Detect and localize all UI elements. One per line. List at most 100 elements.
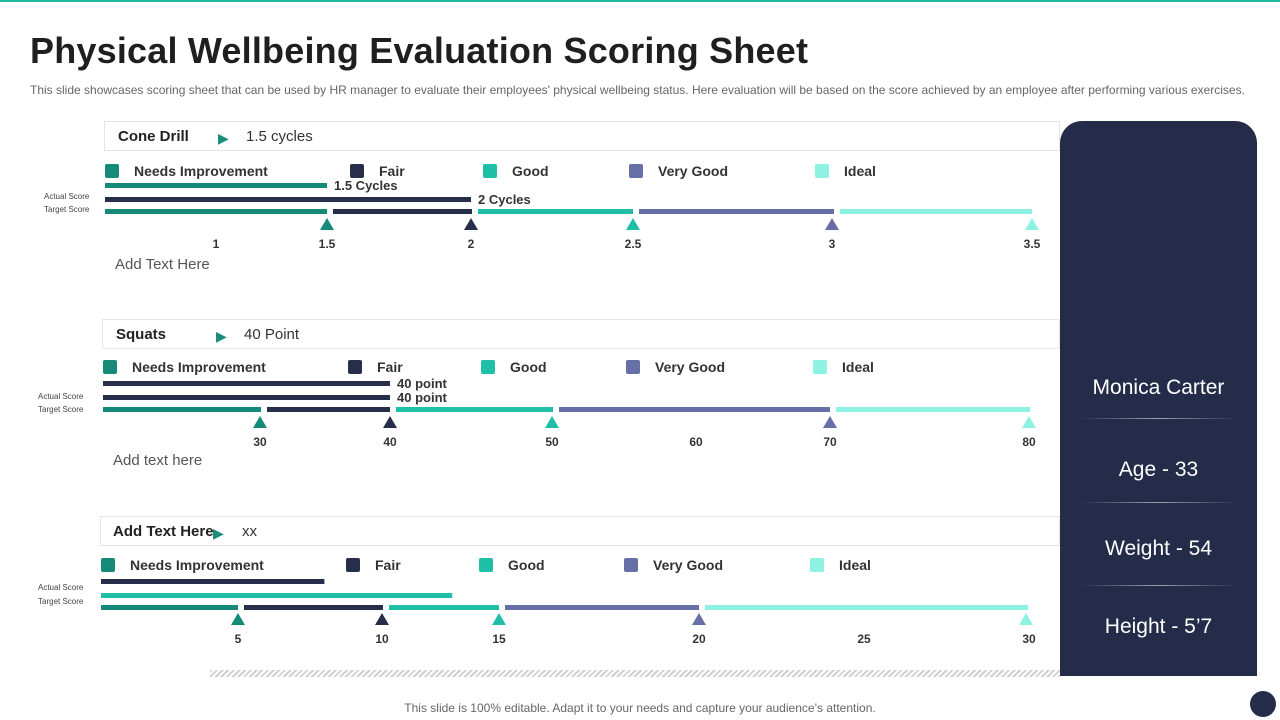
legend-good: Good: [481, 359, 547, 375]
employee-name: Monica Carter: [1092, 376, 1225, 399]
divider: [1078, 585, 1239, 586]
legend-swatch: [815, 164, 829, 178]
target-score-label: 40 point: [397, 390, 448, 405]
legend-label: Fair: [377, 359, 403, 375]
legend-swatch: [481, 360, 495, 374]
exercise-reading: xx: [242, 523, 257, 540]
tick-label: 10: [375, 632, 389, 646]
employee-profile-panel: Monica Carter Age - 33 Weight - 54 Heigh…: [1060, 121, 1257, 676]
legend-very-good: Very Good: [629, 163, 728, 179]
legend-swatch: [101, 558, 115, 572]
tick-label: 5: [235, 632, 242, 646]
tick-label: 40: [383, 435, 397, 449]
tick-label: 30: [253, 435, 267, 449]
tick-label: 2.5: [625, 237, 642, 251]
threshold-marker: [375, 613, 389, 625]
legend-label: Ideal: [842, 359, 874, 375]
legend-label: Good: [508, 557, 545, 573]
section-note: Add Text Here: [115, 256, 210, 273]
divider: [1078, 502, 1239, 503]
legend-very-good: Very Good: [624, 557, 723, 573]
employee-height: Height - 5’7: [1104, 615, 1213, 638]
threshold-marker: [253, 416, 267, 428]
tick-label: 15: [492, 632, 506, 646]
page-title: Physical Wellbeing Evaluation Scoring Sh…: [30, 30, 809, 71]
threshold-marker: [1019, 613, 1033, 625]
tick-label: 3.5: [1024, 237, 1041, 251]
actual-score-bar: [101, 579, 325, 584]
hatched-divider: [210, 670, 1060, 677]
legend-label: Needs Improvement: [134, 163, 268, 179]
target-score-bar: [103, 395, 390, 400]
threshold-marker: [825, 218, 839, 230]
legend-very-good: Very Good: [626, 359, 725, 375]
band-very-good: [505, 605, 699, 610]
legend-label: Needs Improvement: [132, 359, 266, 375]
legend-swatch: [624, 558, 638, 572]
target-score-axis-label: Target Score: [38, 597, 84, 606]
legend-swatch: [346, 558, 360, 572]
threshold-marker: [1025, 218, 1039, 230]
footer-note: This slide is 100% editable. Adapt it to…: [404, 701, 876, 715]
actual-score-axis-label: Actual Score: [38, 392, 84, 401]
band-very-good: [639, 209, 834, 214]
exercise-name: Add Text Here: [113, 523, 214, 540]
divider: [1078, 418, 1239, 419]
scoring-section-custom: Add Text Here ▶ xx Needs Improvement Fair…: [0, 516, 1060, 696]
band-fair: [267, 407, 390, 412]
page-indicator-dot: [1250, 691, 1276, 717]
legend-ideal: Ideal: [815, 163, 876, 179]
threshold-marker: [1022, 416, 1036, 428]
threshold-marker: [320, 218, 334, 230]
legend-needs-improvement: Needs Improvement: [103, 359, 266, 375]
band-good: [396, 407, 553, 412]
legend-swatch: [629, 164, 643, 178]
target-score-bar: [105, 197, 471, 202]
exercise-reading: 40 Point: [244, 326, 300, 343]
threshold-marker: [626, 218, 640, 230]
threshold-marker: [231, 613, 245, 625]
scoring-section-cone-drill: Cone Drill ▶ 1.5 cycles Needs Improvemen…: [0, 121, 1060, 301]
legend-label: Very Good: [658, 163, 729, 179]
legend-swatch: [348, 360, 362, 374]
actual-score-label: 40 point: [397, 376, 448, 391]
legend-label: Fair: [379, 163, 405, 179]
legend-label: Very Good: [655, 359, 726, 375]
scoring-section-squats: Squats ▶ 40 Point Needs Improvement Fair G…: [0, 318, 1060, 498]
band-good: [478, 209, 633, 214]
tick-label: 50: [545, 435, 559, 449]
employee-weight: Weight - 54: [1105, 537, 1212, 560]
band-ideal: [840, 209, 1032, 214]
section-note: Add text here: [113, 452, 203, 469]
exercise-name: Cone Drill: [118, 128, 189, 145]
band-fair: [333, 209, 472, 214]
legend-ideal: Ideal: [810, 557, 871, 573]
legend-swatch: [105, 164, 119, 178]
tick-label: 70: [823, 435, 837, 449]
target-score-axis-label: Target Score: [38, 405, 84, 414]
threshold-marker: [545, 416, 559, 428]
legend-swatch: [483, 164, 497, 178]
threshold-marker: [464, 218, 478, 230]
legend-good: Good: [483, 163, 549, 179]
tick-label: 2: [468, 237, 475, 251]
legend-label: Ideal: [839, 557, 871, 573]
legend-label: Fair: [375, 557, 401, 573]
legend-needs-improvement: Needs Improvement: [105, 163, 268, 179]
legend-needs-improvement: Needs Improvement: [101, 557, 264, 573]
legend-fair: Fair: [348, 359, 403, 375]
legend-swatch: [813, 360, 827, 374]
legend-swatch: [626, 360, 640, 374]
band-very-good: [559, 407, 830, 412]
tick-label: 20: [692, 632, 706, 646]
score-chart: 1.5 Cycles 2 Cycles 1 1.5 2 2.5 3 3.5: [105, 178, 1041, 251]
play-arrow-icon: ▶: [213, 525, 224, 541]
tick-label: 60: [689, 435, 703, 449]
actual-score-label: 1.5 Cycles: [334, 178, 398, 193]
tick-label: 1: [213, 237, 220, 251]
exercise-label-box: Cone Drill ▶ 1.5 cycles: [104, 121, 1060, 151]
band-ideal: [836, 407, 1030, 412]
exercise-reading: 1.5 cycles: [246, 128, 313, 145]
actual-score-bar: [105, 183, 327, 188]
